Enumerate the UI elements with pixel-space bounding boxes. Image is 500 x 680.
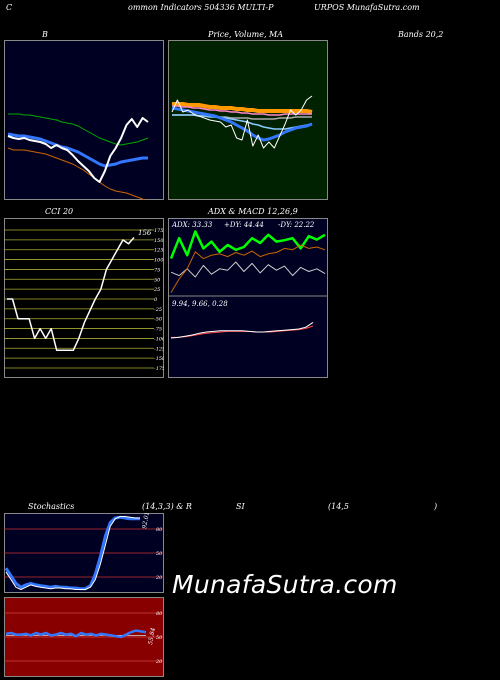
macd-line xyxy=(170,321,314,339)
stoch-tick-label: 80 xyxy=(156,527,163,533)
cci-tick-label: -100 xyxy=(154,336,164,342)
rsi-tick-label: 20 xyxy=(155,659,163,665)
stoch-title: Stochastics xyxy=(28,502,75,511)
ma-light-blue-line xyxy=(172,114,313,130)
cci-tick-label: 100 xyxy=(154,258,164,264)
ma-orange-line xyxy=(172,102,313,114)
bb-middle-line xyxy=(7,132,148,168)
ma-blue-line xyxy=(171,106,313,142)
macd-values-label: 9.94, 9.66, 0.28 xyxy=(172,300,228,308)
adx-macd-title: ADX & MACD 12,26,9 xyxy=(208,207,298,216)
rsi-title: SI xyxy=(236,502,245,511)
minus-di-line xyxy=(170,244,326,293)
price-line xyxy=(171,95,313,149)
stoch-params: (14,3,3) & R xyxy=(142,502,192,511)
stoch-tick-label: 50 xyxy=(156,551,163,557)
adx-macd-chart: ADX: 33.33 +DY: 44.44 -DY: 22.22 9.94, 9… xyxy=(168,218,328,378)
cci-line xyxy=(7,237,135,352)
cci-tick-label: 150 xyxy=(154,238,164,244)
stoch-tick-label: 20 xyxy=(155,575,163,581)
rsi-chart: 80 50 20 55.84 xyxy=(4,597,164,677)
cci-tick-label: -75 xyxy=(154,327,162,333)
cci-tick-label: -25 xyxy=(154,307,162,313)
plus-di-line xyxy=(169,230,326,260)
cci-last-value: 156 xyxy=(138,229,152,237)
bollinger-bands-chart xyxy=(4,40,164,200)
cci-tick-label: 25 xyxy=(153,287,160,293)
watermark: MunafaSutra.com xyxy=(172,570,398,599)
stoch-last-value: 92.01 xyxy=(141,513,151,529)
adx-line xyxy=(170,261,326,278)
header-left: ommon Indicators 504336 MULTI-P xyxy=(128,3,274,12)
cci-tick-label: -50 xyxy=(154,317,163,323)
header-right: URPOS MunafaSutra.com xyxy=(314,3,420,12)
stochastics-chart: 80 50 20 92.01 xyxy=(4,513,164,593)
adx-value-label: ADX: 33.33 xyxy=(171,221,213,229)
minus-di-label: -DY: 22.22 xyxy=(278,221,315,229)
bb-price-line xyxy=(7,117,149,183)
bbands-title-b: B xyxy=(42,30,48,39)
cci-tick-label: 75 xyxy=(154,267,160,273)
cci-tick-label: -150 xyxy=(154,356,164,362)
cci-chart: 175 150 125 100 75 50 25 0 -25 -50 -75 -100 -125 -150… xyxy=(4,218,164,378)
price-ma-chart xyxy=(168,40,328,200)
rsi-close: ) xyxy=(434,502,438,511)
cci-title: CCI 20 xyxy=(45,207,74,216)
bollinger-bands-bg xyxy=(4,40,164,200)
cci-tick-label: 0 xyxy=(154,297,158,303)
cci-bg xyxy=(4,218,164,378)
cci-tick-label: -175 xyxy=(154,366,164,372)
macd-signal-line xyxy=(171,325,314,338)
bb-upper-line xyxy=(8,113,149,146)
price-title: Price, Volume, MA xyxy=(208,30,284,39)
rsi-line xyxy=(5,629,147,639)
cci-tick-label: -125 xyxy=(154,346,164,352)
price-ma-bg xyxy=(168,40,328,200)
rsi-tick-label: 80 xyxy=(156,611,163,617)
rsi-params: (14,5 xyxy=(328,502,349,511)
cci-tick-label: 175 xyxy=(154,228,164,234)
cci-tick-label: 125 xyxy=(154,248,164,254)
plus-di-label: +DY: 44.44 xyxy=(224,221,264,229)
rsi-last-value: 55.84 xyxy=(147,627,157,645)
rsi-tick-label: 50 xyxy=(156,635,163,641)
header-c: C xyxy=(6,3,13,12)
bbands-title: Bands 20,2 xyxy=(398,30,444,39)
bb-lower-line xyxy=(7,147,146,200)
stoch-d-line xyxy=(5,516,140,590)
cci-tick-label: 50 xyxy=(154,277,161,283)
